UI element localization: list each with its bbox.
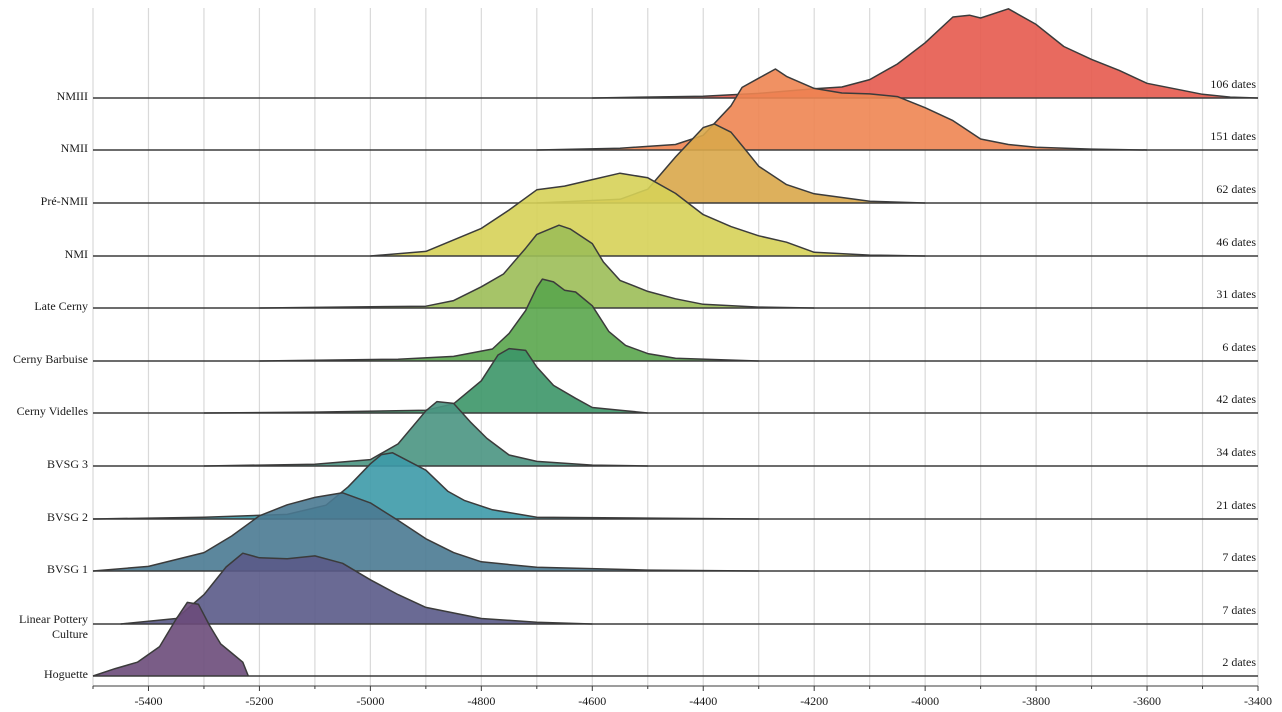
count-label: 7 dates xyxy=(1222,603,1256,617)
ridge-group xyxy=(93,278,1258,362)
ridge-group xyxy=(92,601,1258,677)
ridge-outline xyxy=(92,492,759,572)
count-label: 106 dates xyxy=(1210,77,1256,91)
tick-label: -4000 xyxy=(911,694,939,708)
ridge-group xyxy=(92,452,1258,520)
ridge-outline xyxy=(203,400,648,467)
tick-label: -3800 xyxy=(1022,694,1050,708)
row-label: NMII xyxy=(61,141,88,155)
row-label: Linear Pottery xyxy=(19,612,88,626)
x-axis: -5400 -5200 -5000 -4800 -4600 -4400 -4200 -4000… xyxy=(92,685,1272,708)
row-label: Culture xyxy=(52,627,88,641)
ridge-group xyxy=(93,8,1259,99)
count-label: 31 dates xyxy=(1216,287,1256,301)
ridge-fill xyxy=(93,602,249,676)
ridge-outline xyxy=(592,8,1259,99)
ridge-fill xyxy=(592,8,1258,98)
ridges xyxy=(92,8,1259,677)
ridge-fill xyxy=(120,553,593,624)
tick-label: -4600 xyxy=(578,694,606,708)
tick-label: -5400 xyxy=(134,694,162,708)
ridge-fill xyxy=(370,173,926,256)
ridge-group xyxy=(93,224,1258,309)
row-label: Hoguette xyxy=(44,667,88,681)
count-label: 6 dates xyxy=(1222,340,1256,354)
count-label: 62 dates xyxy=(1216,182,1256,196)
tick-label: -3600 xyxy=(1133,694,1161,708)
row-label: BVSG 2 xyxy=(47,510,88,524)
count-label: 46 dates xyxy=(1216,235,1256,249)
ridge-outline xyxy=(259,224,815,309)
ridge-fill xyxy=(93,452,759,519)
row-label: Cerny Videlles xyxy=(17,404,89,418)
tick-label: -4800 xyxy=(467,694,495,708)
ridge-fill xyxy=(204,401,648,466)
row-label: Late Cerny xyxy=(34,299,88,313)
ridge-group xyxy=(93,552,1258,625)
count-label: 42 dates xyxy=(1216,392,1256,406)
count-label: 151 dates xyxy=(1210,129,1256,143)
ridge-group xyxy=(93,123,1258,204)
grid xyxy=(92,8,1259,686)
tick-label: -4400 xyxy=(689,694,717,708)
row-label: BVSG 1 xyxy=(47,562,88,576)
count-label: 7 dates xyxy=(1222,550,1256,564)
ridge-fill xyxy=(93,492,759,571)
tick-label: -4200 xyxy=(800,694,828,708)
row-label: BVSG 3 xyxy=(47,457,88,471)
row-label: NMIII xyxy=(57,89,88,103)
count-label: 2 dates xyxy=(1222,655,1256,669)
tick-label: -5000 xyxy=(356,694,384,708)
row-label: Cerny Barbuise xyxy=(13,352,88,366)
row-label: Pré-NMII xyxy=(41,194,88,208)
ridge-outline xyxy=(92,601,249,677)
count-label: 34 dates xyxy=(1216,445,1256,459)
tick-label: -5200 xyxy=(245,694,273,708)
ridge-group xyxy=(93,172,1258,257)
ridge-outline xyxy=(370,172,926,257)
ridge-group xyxy=(93,400,1258,467)
ridge-fill xyxy=(204,348,648,413)
row-label: NMI xyxy=(65,247,88,261)
ridge-fill xyxy=(259,279,759,361)
labels: NMIII 106 dates NMII 151 dates Pré-NMII 62 da… xyxy=(13,77,1256,681)
count-label: 21 dates xyxy=(1216,498,1256,512)
ridge-fill xyxy=(536,123,926,203)
ridge-fill xyxy=(536,69,1147,150)
ridge-outline xyxy=(120,552,593,625)
ridge-fill xyxy=(259,225,815,308)
tick-label: -3400 xyxy=(1244,694,1272,708)
ridge-outline xyxy=(259,278,759,362)
